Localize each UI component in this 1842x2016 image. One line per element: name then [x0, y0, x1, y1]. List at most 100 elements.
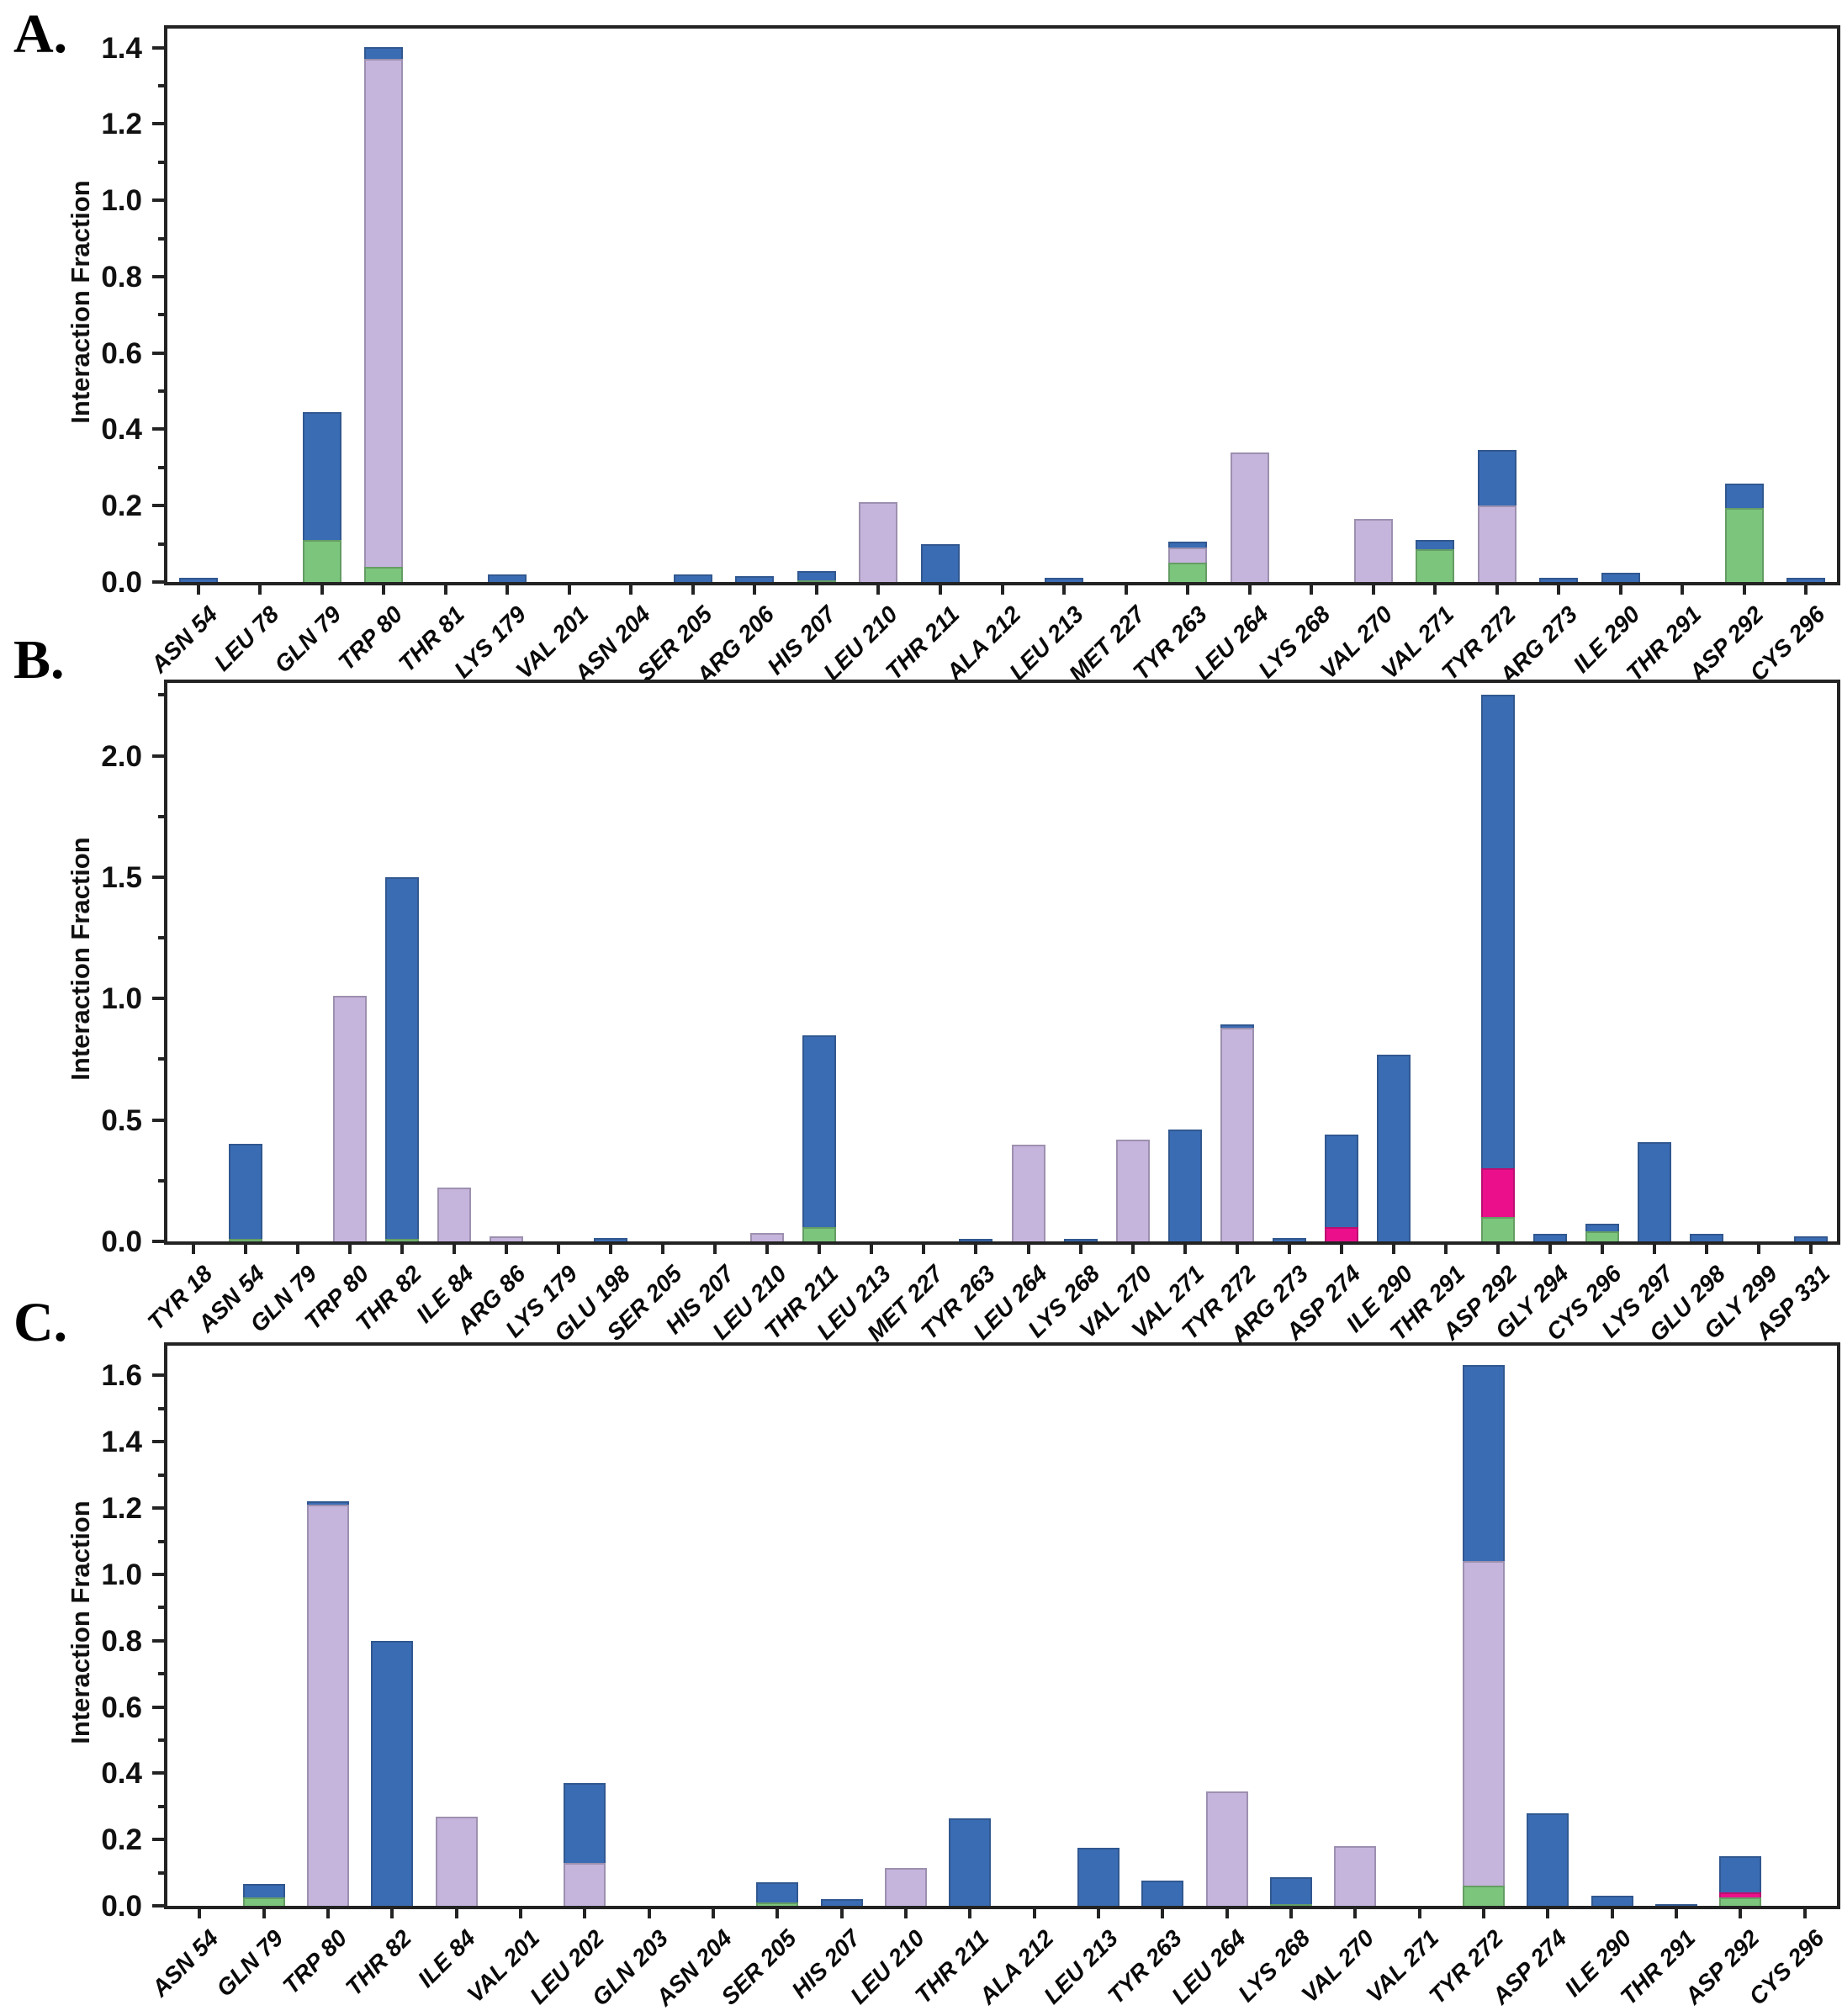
y-major-tick — [152, 1118, 166, 1122]
x-tick — [258, 582, 262, 595]
bar-leu-202 — [564, 1783, 606, 1906]
y-major-tick — [152, 274, 166, 278]
bar-asp-274 — [1324, 1135, 1358, 1241]
y-tick-label: 1.0 — [101, 184, 142, 218]
x-tick — [320, 582, 324, 595]
x-tick — [348, 1241, 352, 1254]
y-minor-tick — [158, 1178, 166, 1183]
x-tick — [326, 1906, 330, 1918]
bar-leu-264 — [1205, 1791, 1248, 1906]
x-tick — [711, 1906, 715, 1918]
bar-segment-lavender_hydrophobic — [750, 1233, 785, 1241]
bar-segment-lavender_hydrophobic — [564, 1863, 606, 1906]
x-tick — [296, 1241, 300, 1254]
bar-segment-blue_water_bridges — [1601, 573, 1640, 582]
x-tick — [1742, 582, 1746, 595]
bar-thr-211 — [920, 544, 960, 582]
bar-segment-lavender_hydrophobic — [1353, 519, 1393, 582]
x-tick — [1546, 1906, 1550, 1918]
x-tick — [968, 1906, 972, 1918]
bar-arg-86 — [490, 1236, 524, 1241]
y-major-tick — [152, 1373, 166, 1378]
x-tick — [609, 1241, 613, 1254]
bar-segment-blue_water_bridges — [1376, 1055, 1411, 1241]
x-tick — [1548, 1241, 1552, 1254]
bar-segment-blue_water_bridges — [949, 1818, 992, 1906]
y-tick-label: 0.4 — [101, 413, 142, 447]
y-axis-title-c: Interaction Fraction — [66, 1500, 95, 1744]
bar-segment-blue_water_bridges — [1167, 1130, 1202, 1241]
bar-segment-blue_water_bridges — [959, 1239, 993, 1241]
bar-segment-blue_water_bridges — [1272, 1238, 1306, 1241]
bar-segment-green_h_bonds — [1719, 1897, 1762, 1906]
y-major-tick — [152, 754, 166, 758]
bar-tyr-272 — [1477, 450, 1516, 582]
x-tick — [1124, 582, 1128, 595]
x-tick-label: TRP 80 — [278, 1924, 352, 1999]
x-tick — [1433, 582, 1437, 595]
y-major-tick — [152, 504, 166, 508]
bar-cys-296 — [1585, 1224, 1619, 1241]
bar-tyr-263 — [1168, 542, 1208, 582]
x-tick — [1804, 582, 1808, 595]
bar-segment-green_h_bonds — [229, 1239, 263, 1241]
y-tick-label: 0.0 — [101, 1890, 142, 1923]
panel-label-c: C. — [13, 1292, 68, 1353]
y-minor-tick — [158, 693, 166, 697]
bar-segment-blue_water_bridges — [1463, 1365, 1506, 1561]
y-tick-label: 0.4 — [101, 1757, 142, 1791]
y-major-tick — [152, 1838, 166, 1842]
x-tick — [974, 1241, 978, 1254]
x-tick — [922, 1241, 926, 1254]
bar-thr-211 — [802, 1035, 837, 1241]
x-tick — [1495, 582, 1499, 595]
bar-leu-210 — [859, 502, 898, 582]
x-tick — [876, 582, 881, 595]
bar-lys-179 — [488, 574, 527, 582]
bar-cys-296 — [1786, 578, 1826, 582]
y-tick-label: 0.0 — [101, 1225, 142, 1258]
x-tick — [775, 1906, 780, 1918]
bar-segment-blue_water_bridges — [1539, 578, 1579, 582]
x-tick-label: ASN 54 — [146, 601, 223, 678]
plot-area-c: 0.0 0.2 0.4 0.6 0.8 1.0 1.2 1.4 1.6 ASN 54 GLN 79 T… — [101, 1342, 1840, 2011]
bar-his-207 — [797, 571, 836, 582]
x-tick — [1808, 1241, 1813, 1254]
bar-glu-198 — [594, 1238, 628, 1241]
bar-segment-blue_water_bridges — [1655, 1904, 1698, 1906]
y-tick-label: 1.6 — [101, 1359, 142, 1393]
bar-segment-lavender_hydrophobic — [1011, 1145, 1045, 1241]
bar-segment-pink_ionic — [1719, 1892, 1762, 1897]
y-tick-label: 1.4 — [101, 1426, 142, 1459]
x-tick — [583, 1906, 587, 1918]
bar-segment-blue_water_bridges — [1793, 1236, 1828, 1241]
bar-ser-205 — [756, 1882, 799, 1906]
bar-tyr-272 — [1220, 1024, 1254, 1241]
y-major-tick — [152, 351, 166, 355]
y-minor-tick — [158, 1738, 166, 1742]
bar-ile-84 — [437, 1188, 472, 1241]
x-tick — [1802, 1906, 1807, 1918]
bar-arg-273 — [1272, 1238, 1306, 1241]
bar-segment-lavender_hydrophobic — [859, 502, 898, 582]
bar-segment-blue_water_bridges — [1045, 578, 1084, 582]
bar-lys-268 — [1270, 1877, 1313, 1906]
bar-asp-292 — [1724, 484, 1764, 582]
x-tick — [1652, 1241, 1656, 1254]
bar-segment-lavender_hydrophobic — [364, 59, 404, 567]
bar-segment-lavender_hydrophobic — [1168, 548, 1208, 563]
y-tick-label: 0.8 — [101, 260, 142, 294]
bar-ile-290 — [1591, 1896, 1633, 1906]
x-tick — [1391, 1241, 1395, 1254]
x-tick — [1235, 1241, 1239, 1254]
x-tick — [1161, 1906, 1165, 1918]
bar-segment-blue_water_bridges — [1585, 1224, 1619, 1231]
bar-lys-297 — [1637, 1142, 1671, 1241]
bar-gln-79 — [242, 1884, 285, 1906]
x-tick — [1183, 1241, 1187, 1254]
bar-segment-green_h_bonds — [1416, 549, 1455, 582]
x-tick — [1062, 582, 1067, 595]
x-tick — [1618, 582, 1622, 595]
bar-segment-lavender_hydrophobic — [884, 1868, 927, 1906]
x-tick — [818, 1241, 822, 1254]
